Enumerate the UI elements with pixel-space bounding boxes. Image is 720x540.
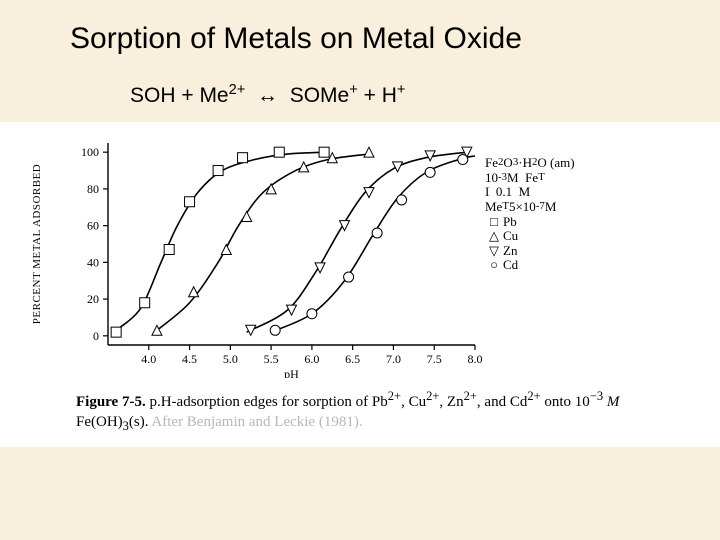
svg-text:60: 60 [87,219,99,233]
equation: SOH + Me2+ ↔ SOMe+ + H+ [0,56,720,108]
svg-text:0: 0 [93,329,99,343]
svg-text:7.5: 7.5 [427,352,442,366]
svg-text:20: 20 [87,292,99,306]
svg-text:4.0: 4.0 [141,352,156,366]
legend-item-pb: □Pb [485,215,575,229]
legend-text: I 0.1 M [485,185,575,199]
slide-title: Sorption of Metals on Metal Oxide [0,0,720,56]
legend-item-cd: ○Cd [485,258,575,272]
svg-text:4.5: 4.5 [182,352,197,366]
svg-text:80: 80 [87,182,99,196]
legend-item-zn: ▽Zn [485,244,575,258]
svg-text:8.0: 8.0 [468,352,483,366]
figure-panel: 0 20 40 60 80 100 4.0 4.5 5.0 5.5 6.0 6.5 7.0 7.5 8.0 p… [0,122,720,447]
adsorption-chart: 0 20 40 60 80 100 4.0 4.5 5.0 5.5 6.0 6.5 7.0 7.5 8.0 p… [20,130,485,378]
legend-text: Fe2O3·H2O (am) [485,156,575,170]
legend-text: MeT 5×10-7 M [485,200,575,214]
svg-text:5.0: 5.0 [223,352,238,366]
svg-text:PERCENT METAL ADSORBED: PERCENT METAL ADSORBED [31,164,43,324]
legend-text: 10-3M FeT [485,171,575,185]
svg-text:5.5: 5.5 [264,352,279,366]
svg-text:6.0: 6.0 [304,352,319,366]
svg-text:7.0: 7.0 [386,352,401,366]
figure-caption: Figure 7-5. p.H-adsorption edges for sor… [20,378,700,435]
svg-text:100: 100 [81,145,99,159]
legend-item-cu: △Cu [485,229,575,243]
svg-text:40: 40 [87,255,99,269]
svg-text:6.5: 6.5 [345,352,360,366]
chart-legend: Fe2O3·H2O (am)10-3M FeTI 0.1 MMeT 5×10-7… [485,130,575,273]
svg-text:pH: pH [284,367,299,378]
